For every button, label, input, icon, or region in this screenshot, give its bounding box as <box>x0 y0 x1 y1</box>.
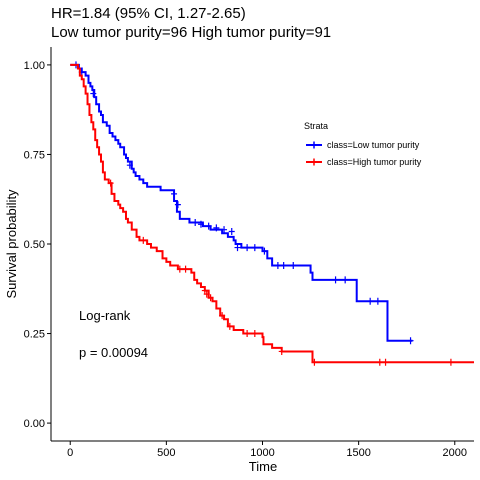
censor-mark <box>176 265 183 273</box>
censor-mark <box>280 261 287 269</box>
censor-mark <box>376 358 383 366</box>
censor-mark <box>447 358 454 366</box>
y-tick-label: 0.75 <box>24 149 45 161</box>
survival-step-line <box>70 63 474 364</box>
pvalue-label: p = 0.00094 <box>79 345 148 360</box>
survival-curves <box>70 61 474 366</box>
legend-label: class=Low tumor purity <box>327 140 420 150</box>
x-axis-label: Time <box>249 459 277 474</box>
censor-mark <box>213 224 220 232</box>
y-axis-label: Survival probability <box>4 189 19 299</box>
series-1 <box>70 61 414 345</box>
censor-mark <box>221 226 228 234</box>
x-tick-label: 500 <box>157 447 175 459</box>
censor-mark <box>140 236 147 244</box>
y-tick-label: 0.25 <box>24 329 45 341</box>
y-tick-label: 0.00 <box>24 418 45 430</box>
axes: 0 500 1000 1500 2000 0.00 0.25 0.50 0.75 1.00 <box>24 47 474 459</box>
censor-mark <box>274 261 281 269</box>
censor-mark <box>251 244 258 252</box>
censor-mark <box>244 244 251 252</box>
x-tick-label: 0 <box>67 447 73 459</box>
x-tick-label: 2000 <box>443 447 467 459</box>
logrank-label: Log-rank <box>79 308 131 323</box>
censor-mark <box>226 322 233 330</box>
x-tick-label: 1000 <box>250 447 274 459</box>
chart-subtitle: Low tumor purity=96 High tumor purity=91 <box>51 24 331 41</box>
series-2 <box>70 63 474 366</box>
censor-mark <box>251 330 258 338</box>
censor-mark <box>244 330 251 338</box>
x-tick-label: 1500 <box>346 447 370 459</box>
censor-mark <box>261 247 268 255</box>
censor-mark <box>207 294 214 302</box>
censor-mark <box>342 276 349 284</box>
censor-mark <box>90 90 97 98</box>
censor-mark <box>182 265 189 273</box>
censor-mark <box>219 312 226 320</box>
censor-mark <box>332 276 339 284</box>
legend-title: Strata <box>304 121 328 131</box>
censor-mark <box>311 358 318 366</box>
censor-mark <box>290 261 297 269</box>
censor-mark <box>234 244 241 252</box>
censor-mark <box>203 290 210 298</box>
censor-mark <box>367 297 374 305</box>
censor-mark <box>126 161 133 169</box>
survival-step-line <box>70 63 413 342</box>
censor-mark <box>382 358 389 366</box>
censor-mark <box>174 201 181 209</box>
legend-label: class=High tumor purity <box>327 157 422 167</box>
censor-mark <box>278 347 285 355</box>
censor-mark <box>107 179 114 187</box>
y-tick-label: 1.00 <box>24 60 45 72</box>
legend: Strata class=Low tumor purity class=High … <box>304 121 422 167</box>
censor-mark <box>201 287 208 295</box>
censor-mark <box>407 337 414 345</box>
censor-mark <box>205 222 212 230</box>
censor-mark <box>374 297 381 305</box>
censor-mark <box>228 227 235 235</box>
censor-mark <box>192 219 199 227</box>
censor-mark <box>171 190 178 198</box>
censor-mark <box>197 220 204 228</box>
y-tick-label: 0.50 <box>24 239 45 251</box>
chart-title: HR=1.84 (95% CI, 1.27-2.65) <box>51 5 246 22</box>
